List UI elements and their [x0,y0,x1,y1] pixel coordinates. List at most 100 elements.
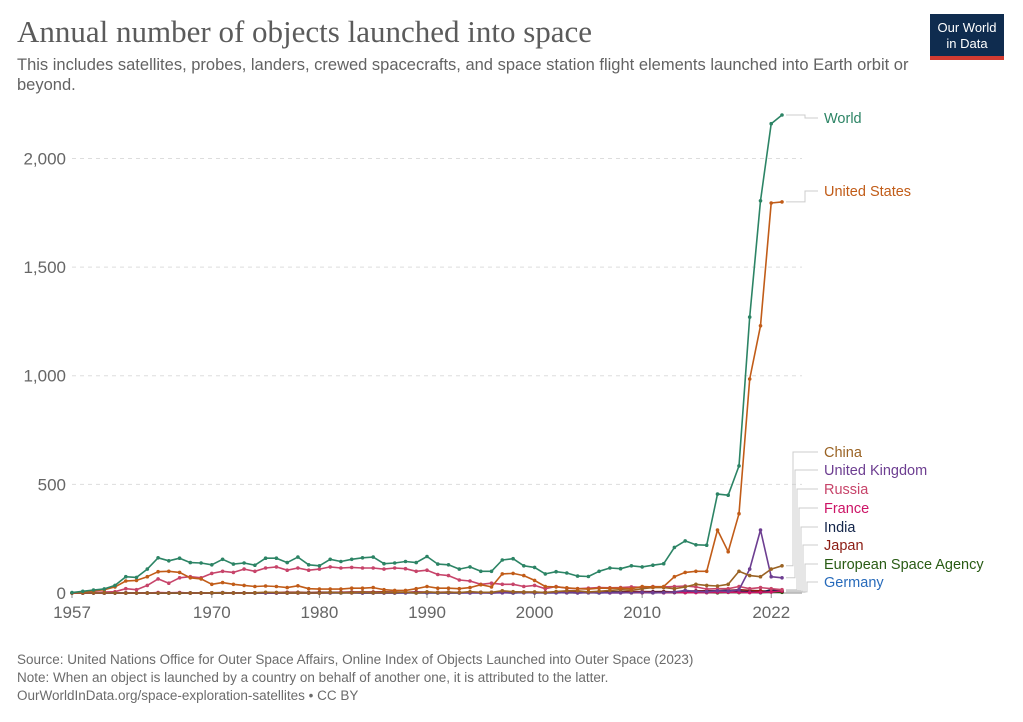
data-point [371,585,376,590]
data-point [113,591,117,595]
label-connector [786,190,818,203]
y-tick-label: 500 [38,475,66,494]
data-point [414,569,419,574]
method-note: Note: When an object is launched by a co… [17,670,609,685]
label-connector [786,544,818,592]
data-point [339,591,343,595]
data-point [360,590,365,595]
data-point [274,565,279,569]
data-point [683,539,687,543]
data-point [500,572,505,576]
data-point [349,557,354,562]
series-label-european-space-agency: European Space Agency [824,557,984,573]
data-point [436,572,440,577]
data-point [156,591,160,595]
series-line-united-states [71,201,783,594]
data-point [328,590,333,595]
data-point [446,586,451,590]
data-point [403,559,408,564]
data-point [124,579,128,583]
source-url[interactable]: OurWorldInData.org/space-exploration-sat… [17,688,359,703]
data-point [683,585,687,589]
data-point [188,591,193,595]
data-point [543,590,548,595]
data-point [780,564,784,568]
data-point [586,587,591,591]
data-point [263,566,268,570]
data-point [145,567,150,571]
data-point [425,554,429,559]
data-point [672,574,677,579]
data-point [210,563,214,567]
data-point [479,590,483,595]
data-point [296,591,300,595]
data-point [156,577,160,581]
data-point [672,586,677,591]
data-point [253,584,257,589]
data-point [242,591,246,595]
data-point [317,591,322,595]
data-point [747,586,752,591]
series-label-india: India [824,520,856,536]
data-point [231,570,236,575]
data-point [780,587,784,592]
data-point [102,587,107,591]
data-point [769,574,773,579]
data-point [715,528,720,532]
label-connector [786,114,818,119]
data-point [468,585,472,590]
data-point [651,591,655,595]
data-point [457,578,462,582]
data-point [780,200,784,204]
data-point [425,568,429,572]
data-point [339,559,343,564]
data-point [167,569,171,574]
data-point [220,569,225,574]
data-point [489,590,494,595]
x-tick-label: 1957 [53,603,91,622]
data-point [113,583,117,588]
data-point [532,590,537,594]
data-point [737,569,741,574]
data-point [436,562,440,566]
data-point [414,586,419,591]
data-point [532,583,537,588]
data-point [102,591,107,595]
series-label-united-states: United States [824,184,911,200]
data-point [618,566,623,571]
data-point [360,566,365,570]
data-point [124,574,128,579]
data-point [425,590,429,594]
data-point [769,567,773,571]
data-point [618,591,623,595]
data-point [177,570,182,575]
data-point [349,586,354,590]
data-point [586,574,591,579]
data-point [306,568,311,572]
data-point [263,590,268,595]
data-point [586,590,591,594]
data-point [715,584,720,588]
data-point [489,585,494,589]
logo-line2: in Data [946,36,988,51]
data-point [220,580,225,585]
data-point [457,590,462,595]
data-point [704,589,709,594]
data-point [306,586,311,591]
data-point [124,591,128,595]
data-point [704,583,709,588]
data-point [758,585,763,590]
data-point [511,589,515,594]
data-point [554,589,558,594]
y-tick-label: 0 [57,584,66,603]
data-point [188,576,193,580]
y-tick-label: 1,500 [23,258,66,277]
owid-logo[interactable]: Our World in Data [930,14,1004,60]
data-point [134,578,139,583]
data-point [188,560,193,565]
data-point [597,569,601,574]
data-point [489,581,494,585]
data-point [199,577,203,581]
label-connector [786,488,818,591]
data-point [769,586,773,591]
